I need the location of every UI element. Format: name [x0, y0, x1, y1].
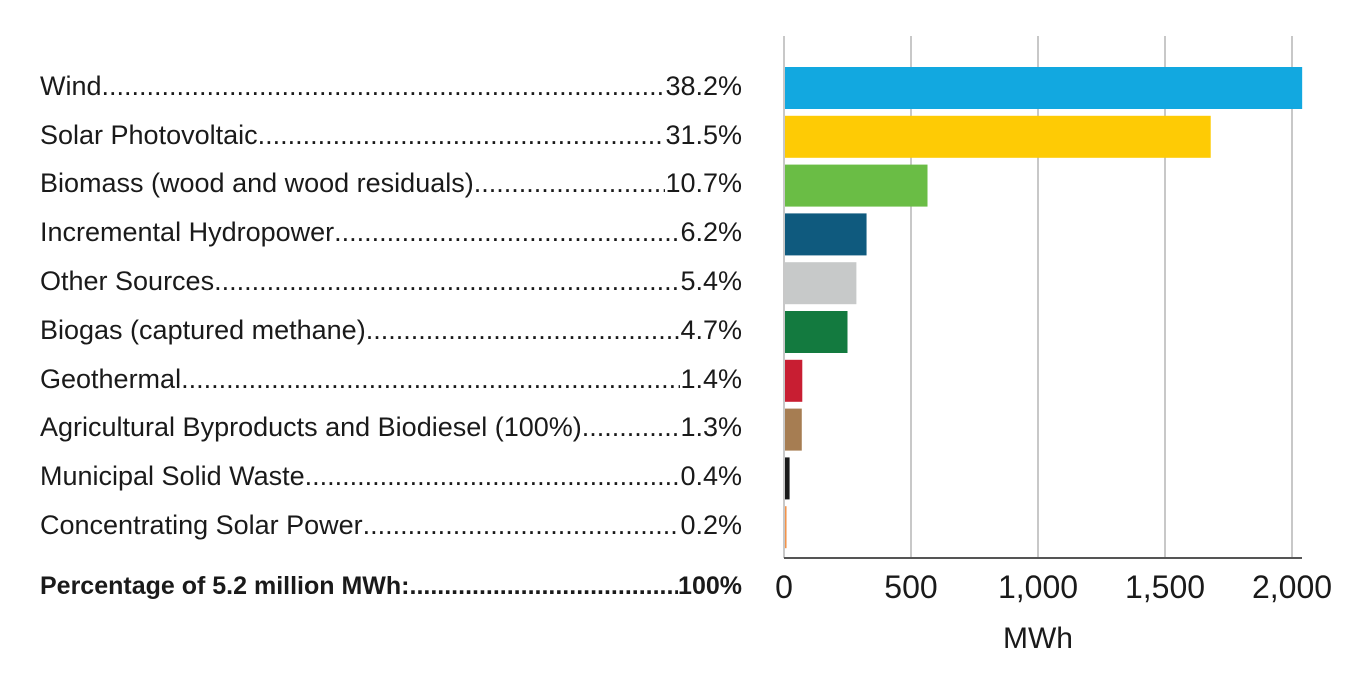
legend-list: Wind 38.2% Solar Photovoltaic 31.5% Biomass …	[40, 62, 742, 550]
bar	[784, 164, 928, 207]
percentage-label: 10.7%	[665, 168, 742, 199]
category-label: Biomass (wood and wood residuals)	[40, 168, 474, 199]
total-value: 100%	[678, 571, 742, 600]
category-label: Agricultural Byproducts and Biodiesel (1…	[40, 412, 582, 443]
category-label: Solar Photovoltaic	[40, 119, 258, 150]
category-label: Wind	[40, 70, 102, 101]
percentage-label: 1.4%	[680, 363, 742, 394]
bar	[784, 262, 857, 305]
percentage-label: 4.7%	[680, 314, 742, 345]
legend-row: Solar Photovoltaic 31.5%	[40, 111, 742, 160]
category-label: Incremental Hydropower	[40, 217, 335, 248]
category-label: Municipal Solid Waste	[40, 461, 305, 492]
x-tick-label: 500	[884, 569, 937, 605]
x-tick-label: 1,000	[998, 569, 1078, 605]
bar	[784, 213, 867, 256]
category-label: Other Sources	[40, 266, 215, 297]
legend-row: Geothermal 1.4%	[40, 355, 742, 404]
total-row: Percentage of 5.2 million MWh: 100%	[40, 562, 742, 610]
bar	[784, 506, 787, 549]
x-tick-label: 1,500	[1125, 569, 1205, 605]
percentage-label: 0.4%	[680, 461, 742, 492]
percentage-label: 6.2%	[680, 217, 742, 248]
legend-row: Agricultural Byproducts and Biodiesel (1…	[40, 404, 742, 453]
percentage-label: 31.5%	[665, 119, 742, 150]
bar	[784, 457, 790, 500]
bar	[784, 115, 1211, 158]
category-label: Biogas (captured methane)	[40, 314, 366, 345]
legend-row: Biomass (wood and wood residuals) 10.7%	[40, 160, 742, 209]
percentage-label: 0.2%	[680, 510, 742, 541]
bar	[784, 408, 802, 451]
percentage-label: 38.2%	[665, 70, 742, 101]
legend-row: Concentrating Solar Power 0.2%	[40, 501, 742, 550]
x-tick-label: 0	[775, 569, 793, 605]
bar	[784, 359, 803, 402]
category-label: Geothermal	[40, 363, 182, 394]
legend-row: Wind 38.2%	[40, 62, 742, 111]
percentage-label: 5.4%	[680, 266, 742, 297]
legend-row: Biogas (captured methane) 4.7%	[40, 306, 742, 355]
legend-row: Municipal Solid Waste 0.4%	[40, 452, 742, 501]
x-tick-label: 2,000	[1252, 569, 1332, 605]
legend-row: Other Sources 5.4%	[40, 257, 742, 306]
x-axis-label: MWh	[1003, 622, 1073, 655]
total-label: Percentage of 5.2 million MWh:	[40, 571, 410, 600]
category-label: Concentrating Solar Power	[40, 510, 363, 541]
legend-row: Incremental Hydropower 6.2%	[40, 208, 742, 257]
percentage-label: 1.3%	[680, 412, 742, 443]
bar	[784, 67, 1303, 109]
bar	[784, 311, 848, 353]
